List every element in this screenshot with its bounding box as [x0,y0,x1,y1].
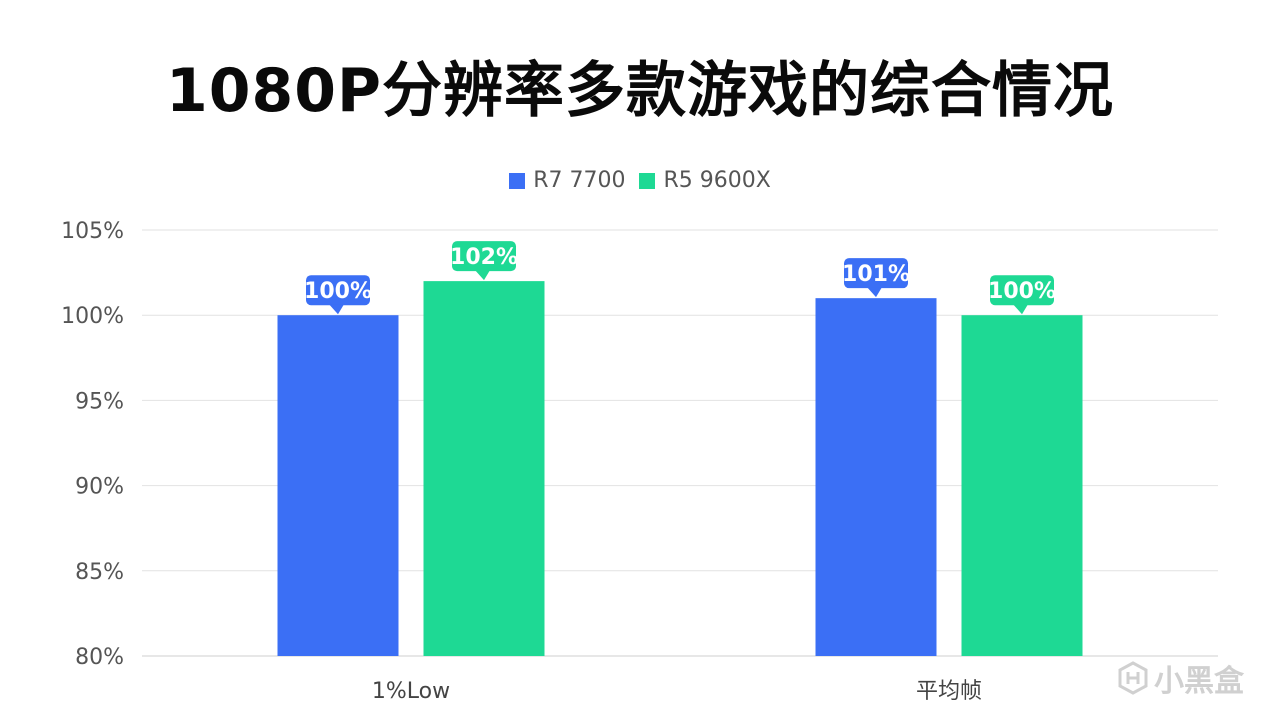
watermark: 小黑盒 [1118,656,1244,700]
x-tick-label: 平均帧 [916,679,982,704]
data-label: 102% [450,241,518,281]
data-label-pointer [1013,304,1028,315]
legend-label-r5-9600x: R5 9600X [663,168,771,193]
data-label-text: 101% [842,262,910,287]
bar [815,298,937,656]
x-tick-label: 1%Low [372,679,450,704]
data-label-box [990,275,1054,306]
heybox-logo-icon [1118,661,1148,695]
y-tick-label: 90% [75,475,124,500]
data-label-box [306,275,370,306]
data-label-text: 100% [988,279,1056,304]
y-tick-label: 85% [75,560,124,585]
data-label: 100% [988,275,1056,315]
data-label-box [452,241,516,272]
watermark-text: 小黑盒 [1154,664,1244,699]
legend-swatch-r7-7700 [509,172,526,189]
data-label: 101% [842,258,910,298]
data-label-pointer [867,287,882,298]
data-label-pointer [475,270,490,281]
chart-title: 1080P分辨率多款游戏的综合情况 [166,56,1114,126]
legend: R7 7700 R5 9600X [0,168,1280,193]
data-label-box [844,258,908,289]
legend-item-r5-9600x: R5 9600X [639,168,771,193]
y-tick-label: 95% [75,389,124,414]
data-label-pointer [329,304,344,315]
data-label-text: 100% [304,279,372,304]
bar [423,281,545,656]
y-tick-label: 80% [75,645,124,670]
y-tick-label: 105% [61,219,124,244]
bar [961,315,1083,656]
y-tick-label: 100% [61,304,124,329]
data-label: 100% [304,275,372,315]
legend-label-r7-7700: R7 7700 [533,168,626,193]
data-label-text: 102% [450,245,518,270]
legend-item-r7-7700: R7 7700 [509,168,625,193]
legend-swatch-r5-9600x [639,172,656,189]
bar [277,315,399,656]
